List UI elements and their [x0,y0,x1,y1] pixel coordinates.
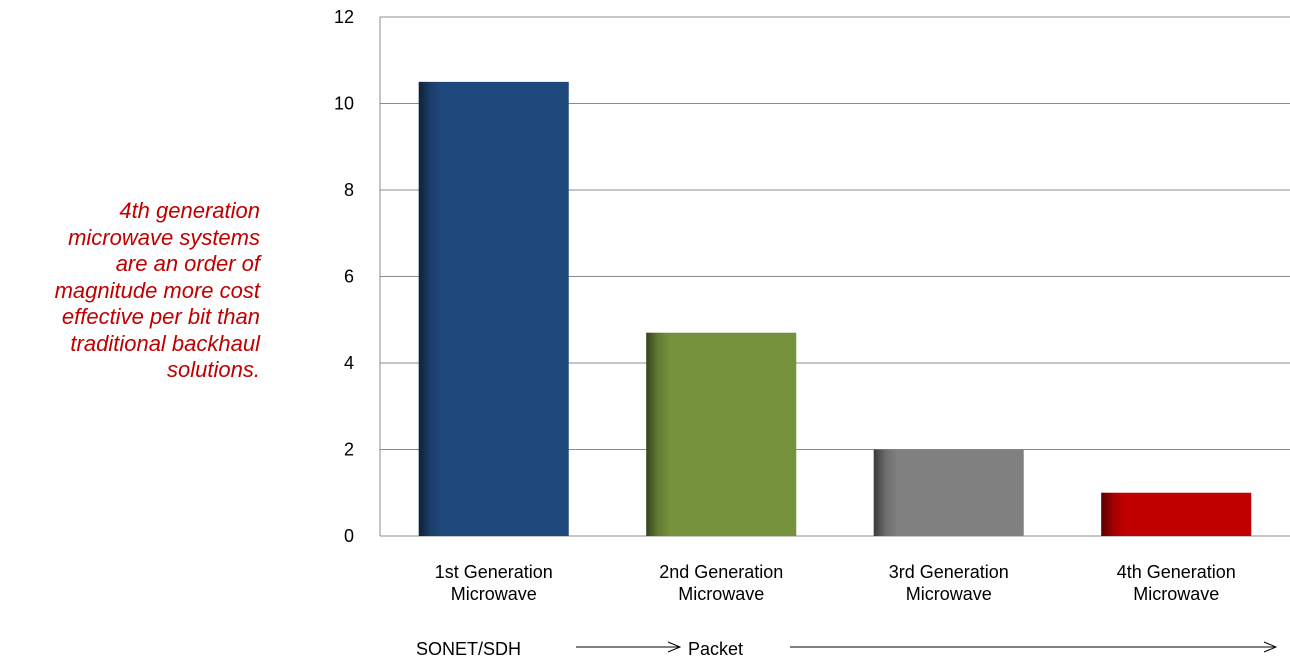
arrow-label-packet: Packet [688,639,743,658]
arrow-label-sonet: SONET/SDH [416,639,521,658]
x-tick-label: Microwave [451,584,537,604]
x-tick-label: 3rd Generation [889,562,1009,582]
bar-shade [873,449,1024,536]
y-tick-label: 8 [344,180,354,200]
x-tick-label: Microwave [906,584,992,604]
x-tick-label: 4th Generation [1117,562,1236,582]
y-tick-label: 10 [334,94,354,114]
x-tick-label: Microwave [678,584,764,604]
bar-shade [646,332,797,536]
y-tick-label: 12 [334,7,354,27]
bar-shade [418,81,569,536]
y-tick-label: 4 [344,353,354,373]
bar-shade [1101,492,1252,536]
x-tick-label: 2nd Generation [659,562,783,582]
annotation-text: 4th generation microwave systems are an … [54,198,260,382]
x-tick-label: Microwave [1133,584,1219,604]
bars [418,81,1252,536]
x-tick-label: 1st Generation [435,562,553,582]
y-tick-label: 6 [344,267,354,287]
y-tick-label: 2 [344,440,354,460]
y-tick-label: 0 [344,526,354,546]
technology-arrow: SONET/SDH Packet [416,639,1276,658]
